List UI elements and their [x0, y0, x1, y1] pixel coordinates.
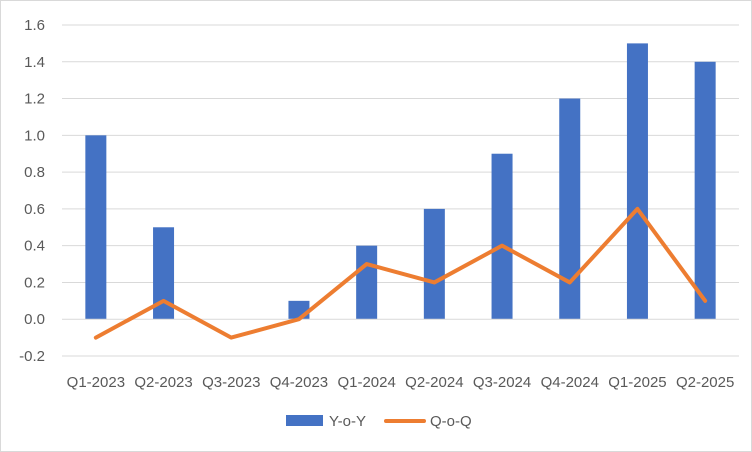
point-qoq-q2-2023 — [163, 300, 165, 302]
x-tick-label: Q2-2024 — [405, 374, 463, 391]
y-tick-label: -0.2 — [19, 348, 45, 365]
bar-yoy-q2-2025 — [694, 61, 716, 320]
x-tick-label: Q4-2024 — [541, 374, 599, 391]
point-qoq-q3-2024 — [501, 245, 503, 247]
point-qoq-q1-2024 — [366, 263, 368, 265]
line-series-qoq — [93, 206, 708, 340]
x-tick-label: Q3-2023 — [202, 374, 260, 391]
point-qoq-q2-2024 — [433, 281, 435, 283]
legend-swatch-yoy — [286, 415, 323, 426]
x-tick-label: Q1-2023 — [67, 374, 125, 391]
y-tick-label: 1.6 — [24, 17, 45, 34]
legend-label-yoy: Y-o-Y — [329, 413, 366, 430]
bar-series-yoy — [85, 43, 716, 320]
bar-yoy-q2-2024 — [423, 208, 445, 320]
x-axis-labels: Q1-2023 Q2-2023 Q3-2023 Q4-2023 Q1-2024 Q2-20… — [67, 374, 735, 391]
bar-yoy-q1-2023 — [85, 135, 107, 320]
y-axis-labels: -0.2 0.0 0.2 0.4 0.6 0.8 1.0 1.2 1.4 1.6 — [19, 17, 45, 365]
x-tick-label: Q1-2025 — [608, 374, 666, 391]
y-tick-label: 0.0 — [24, 311, 45, 328]
line-qoq — [93, 206, 708, 340]
point-qoq-q1-2025 — [636, 208, 638, 210]
point-qoq-q2-2025 — [704, 300, 706, 302]
x-tick-label: Q2-2025 — [676, 374, 734, 391]
bar-yoy-q1-2025 — [626, 43, 648, 320]
point-qoq-q4-2023 — [298, 318, 300, 320]
y-tick-label: 0.2 — [24, 274, 45, 291]
y-tick-label: 0.4 — [24, 238, 45, 255]
bar-yoy-q4-2024 — [559, 98, 581, 320]
y-tick-label: 1.0 — [24, 127, 45, 144]
point-qoq-q1-2023 — [95, 337, 97, 339]
x-tick-label: Q1-2024 — [337, 374, 395, 391]
legend-label-qoq: Q-o-Q — [430, 413, 472, 430]
bar-yoy-q1-2024 — [356, 245, 378, 320]
y-tick-label: 1.2 — [24, 91, 45, 108]
y-tick-label: 0.6 — [24, 201, 45, 218]
bar-yoy-q3-2024 — [491, 153, 513, 320]
x-tick-label: Q3-2024 — [473, 374, 531, 391]
y-tick-label: 1.4 — [24, 54, 45, 71]
point-qoq-q4-2024 — [569, 281, 571, 283]
bar-yoy-q2-2023 — [153, 227, 175, 320]
bar-yoy-q4-2023 — [288, 300, 310, 320]
gridlines — [62, 24, 739, 357]
point-qoq-q3-2023 — [230, 337, 232, 339]
legend: Y-o-Y Q-o-Q — [286, 413, 472, 430]
y-tick-label: 0.8 — [24, 164, 45, 181]
x-tick-label: Q4-2023 — [270, 374, 328, 391]
x-tick-label: Q2-2023 — [134, 374, 192, 391]
